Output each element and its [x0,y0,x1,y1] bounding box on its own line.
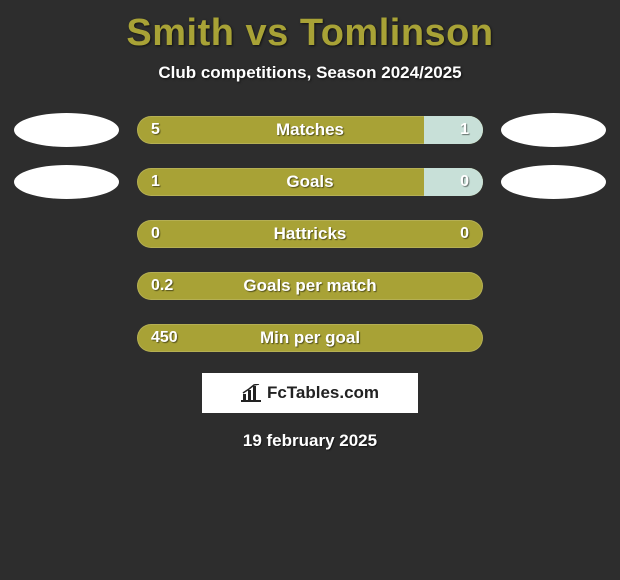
spacer [501,321,606,355]
spacer [14,269,119,303]
source-logo-text: FcTables.com [267,383,379,403]
stat-row: 51Matches [0,113,620,147]
spacer [501,269,606,303]
spacer [501,217,606,251]
stat-bar: 51Matches [137,116,483,144]
stat-label: Min per goal [137,324,483,352]
source-logo: FcTables.com [202,373,418,413]
stat-row: 00Hattricks [0,217,620,251]
spacer [14,321,119,355]
stat-label: Hattricks [137,220,483,248]
stat-label: Goals per match [137,272,483,300]
chart-icon [241,384,261,402]
comparison-card: Smith vs Tomlinson Club competitions, Se… [0,0,620,451]
spacer [14,217,119,251]
stat-bar: 450Min per goal [137,324,483,352]
stat-row: 10Goals [0,165,620,199]
player-right-marker [501,165,606,199]
stats-list: 51Matches 10Goals 00Hattricks 0.2Goals per … [0,113,620,355]
player-left-marker [14,113,119,147]
stat-label: Matches [137,116,483,144]
snapshot-date: 19 february 2025 [0,431,620,451]
stat-bar: 00Hattricks [137,220,483,248]
stat-bar: 0.2Goals per match [137,272,483,300]
page-title: Smith vs Tomlinson [0,8,620,63]
page-subtitle: Club competitions, Season 2024/2025 [0,63,620,113]
stat-bar: 10Goals [137,168,483,196]
stat-label: Goals [137,168,483,196]
stat-row: 0.2Goals per match [0,269,620,303]
player-right-marker [501,113,606,147]
player-left-marker [14,165,119,199]
stat-row: 450Min per goal [0,321,620,355]
